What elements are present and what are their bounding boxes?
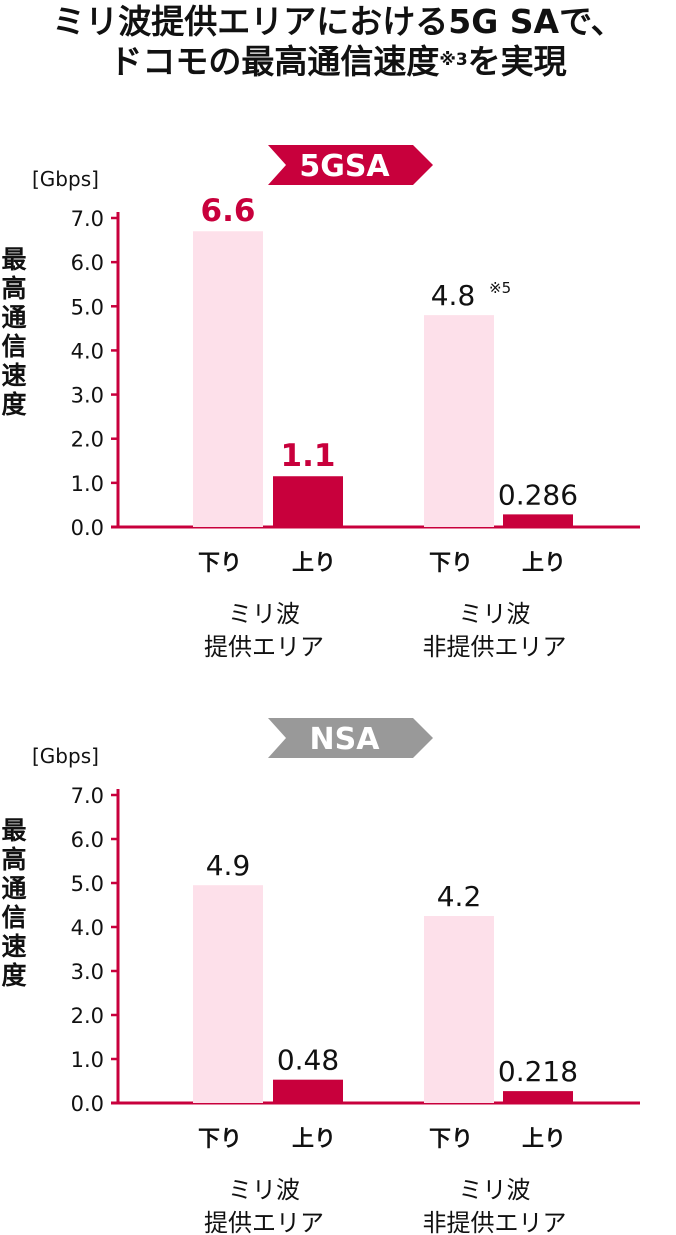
y-axis-title-char: 高 [1, 845, 26, 874]
y-axis-title-char: 速 [1, 361, 26, 390]
x-category-label: 下り [429, 551, 473, 576]
bar-downlink [193, 885, 263, 1103]
group-label-line1: ミリ波 [459, 600, 531, 628]
y-axis-title-char: 速 [1, 932, 26, 961]
bar-value-label: 4.8 [431, 279, 476, 312]
chart-title-line2: ドコモの最高通信速度※3を実現 [0, 42, 676, 82]
y-tick-label: 3.0 [71, 960, 104, 984]
y-tick-label: 2.0 [71, 1004, 104, 1028]
bar-value-label: 0.48 [277, 1044, 339, 1077]
chart-title-line1: ミリ波提供エリアにおける5G SAで、 [52, 2, 624, 41]
y-tick-label: 5.0 [71, 295, 104, 319]
y-axis-title-char: 信 [1, 332, 26, 361]
y-tick-label: 3.0 [71, 384, 104, 408]
x-category-label: 下り [198, 1127, 242, 1152]
y-axis-title-char: 度 [1, 961, 26, 990]
y-axis-title-char: 最 [1, 816, 27, 845]
bar-uplink [273, 476, 343, 527]
group-label-line1: ミリ波 [459, 1176, 531, 1204]
title-tail-text: を実現 [467, 42, 567, 81]
y-tick-label: 6.0 [71, 828, 104, 852]
x-category-label: 下り [198, 551, 242, 576]
y-tick-label: 2.0 [71, 428, 104, 452]
badge-arrow-shape [268, 718, 433, 758]
bar-value-label: 4.2 [437, 880, 482, 913]
y-axis-title-char: 通 [1, 874, 26, 903]
bar-uplink [503, 514, 573, 527]
x-category-label: 上り [522, 551, 566, 576]
y-tick-label: 0.0 [71, 516, 104, 540]
group-label-line2: 非提供エリア [423, 633, 567, 661]
y-axis-title-char: 高 [1, 274, 26, 303]
bar-downlink [424, 315, 494, 527]
y-tick-label: 4.0 [71, 916, 104, 940]
badge-label: 5GSA [299, 149, 390, 184]
y-tick-label: 0.0 [71, 1092, 104, 1116]
group-label-line1: ミリ波 [228, 1176, 300, 1204]
y-unit-label: [Gbps] [32, 167, 99, 191]
group-label-line1: ミリ波 [228, 600, 300, 628]
title-footnote-mark: ※3 [439, 50, 468, 70]
chart-nsa: NSA [Gbps] 最高通信速度 0.0 1.0 2.0 3.0 4.0 5.0 6.0 7.0 4… [1, 718, 640, 1235]
x-category-label: 上り [292, 551, 336, 576]
y-axis-title-char: 度 [1, 390, 26, 419]
bar-value-label: 1.1 [281, 438, 336, 474]
y-tick-label: 1.0 [71, 472, 104, 496]
group-label-line2: 提供エリア [204, 633, 324, 661]
y-tick-label: 4.0 [71, 339, 104, 363]
badge-arrow-shape [268, 145, 433, 185]
group-label-line2: 提供エリア [204, 1209, 324, 1235]
y-axis-title: 最高通信速度 [1, 245, 27, 419]
y-axis-title-char: 通 [1, 303, 26, 332]
x-category-label: 上り [522, 1127, 566, 1152]
y-axis-title-char: 信 [1, 903, 26, 932]
y-tick-label: 1.0 [71, 1048, 104, 1072]
y-tick-label: 5.0 [71, 872, 104, 896]
y-tick-label: 6.0 [71, 251, 104, 275]
bar-value-label: 6.6 [201, 193, 256, 229]
x-category-label: 下り [429, 1127, 473, 1152]
bar-footnote-mark: ※5 [489, 279, 511, 297]
bar-downlink [424, 916, 494, 1103]
bar-value-label: 0.218 [498, 1055, 578, 1088]
y-axis-title: 最高通信速度 [1, 816, 27, 990]
chart-5g-sa: 5GSA [Gbps] 最高通信速度 0.0 1.0 2.0 3.0 4.0 5.0 6.0 7.0… [1, 145, 640, 661]
bar-uplink [273, 1079, 343, 1103]
bar-uplink [503, 1091, 573, 1103]
y-unit-label: [Gbps] [32, 744, 99, 768]
group-label-line2: 非提供エリア [423, 1209, 567, 1235]
bar-value-label: 0.286 [498, 478, 578, 511]
bar-downlink [193, 231, 263, 527]
y-tick-label: 7.0 [71, 784, 104, 808]
y-tick-label: 7.0 [71, 207, 104, 231]
x-category-label: 上り [292, 1127, 336, 1152]
bar-value-label: 4.9 [206, 849, 251, 882]
badge-label: NSA [310, 722, 381, 757]
y-axis-title-char: 最 [1, 245, 27, 274]
title-main-text: ドコモの最高通信速度 [109, 42, 440, 81]
